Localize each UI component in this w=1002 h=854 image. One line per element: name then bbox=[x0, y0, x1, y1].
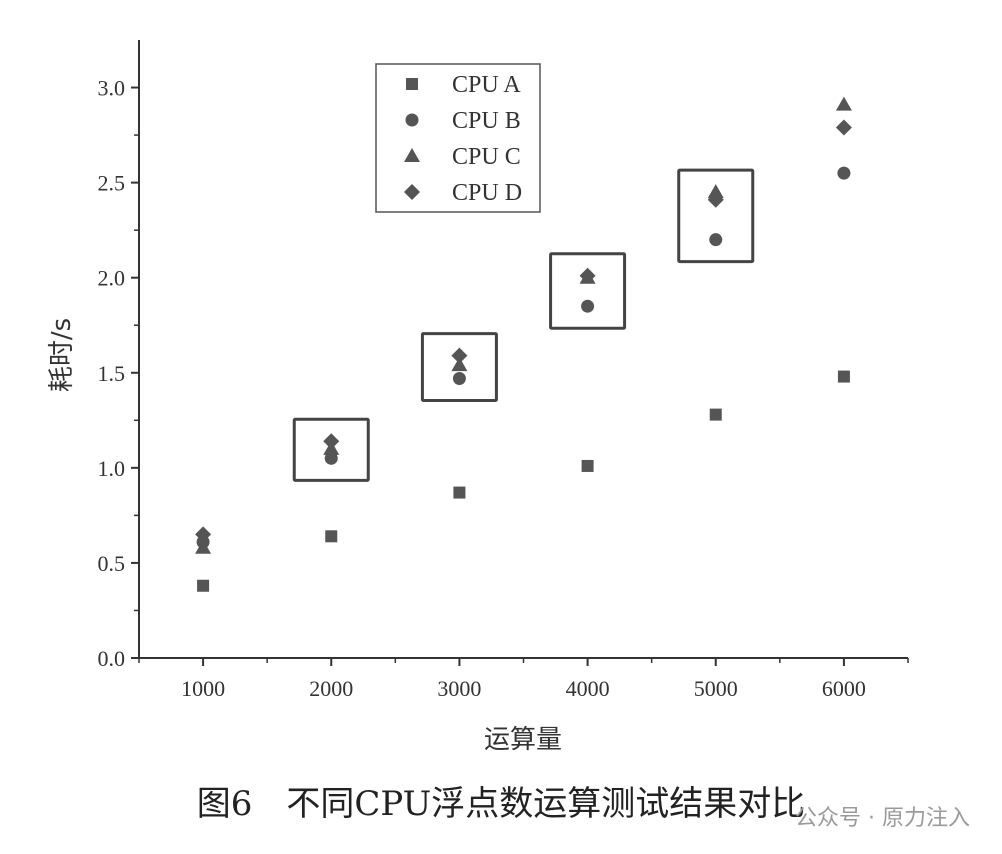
figure-caption: 图6 不同CPU浮点数运算测试结果对比 bbox=[196, 784, 806, 824]
legend-marker bbox=[405, 113, 419, 127]
legend-label: CPU A bbox=[452, 72, 521, 98]
data-point-cpu-a bbox=[453, 486, 466, 499]
legend-label: CPU C bbox=[452, 144, 521, 170]
legend-marker bbox=[406, 78, 418, 90]
y-tick-label: 2.5 bbox=[98, 171, 126, 196]
x-axis-title: 运算量 bbox=[484, 725, 562, 755]
y-tick-label: 0.0 bbox=[98, 646, 126, 671]
data-point-cpu-a bbox=[709, 408, 722, 421]
highlight-box bbox=[420, 332, 498, 402]
x-tick-label: 1000 bbox=[181, 676, 225, 701]
legend-marker bbox=[404, 148, 420, 162]
legend-marker bbox=[404, 184, 420, 200]
data-point-cpu-c bbox=[195, 539, 212, 554]
data-point-cpu-a bbox=[581, 459, 594, 472]
data-point-cpu-d bbox=[451, 347, 468, 364]
data-point-cpu-d bbox=[707, 191, 724, 208]
data-point-cpu-b bbox=[581, 299, 595, 313]
x-tick-label: 5000 bbox=[694, 676, 738, 701]
legend-box bbox=[375, 63, 541, 213]
data-point-cpu-a bbox=[325, 530, 338, 543]
highlight-box bbox=[677, 168, 755, 264]
watermark: 公众号 · 原力注入 bbox=[795, 806, 970, 831]
data-point-cpu-b bbox=[324, 451, 338, 465]
data-point-cpu-c bbox=[707, 184, 724, 199]
y-tick-label: 3.0 bbox=[98, 76, 126, 101]
y-tick-label: 0.5 bbox=[98, 551, 126, 576]
data-point-cpu-d bbox=[835, 119, 852, 136]
x-tick-label: 2000 bbox=[309, 676, 353, 701]
highlight-box bbox=[549, 252, 627, 330]
y-tick-label: 1.0 bbox=[98, 456, 126, 481]
legend-label: CPU D bbox=[452, 180, 522, 206]
y-tick-label: 1.5 bbox=[98, 361, 126, 386]
data-point-cpu-d bbox=[323, 433, 340, 450]
axes: 0.0 0.5 1.0 1.5 2.0 2.5 3.0 1000 2000 3000 4000 500… bbox=[98, 40, 909, 701]
data-points bbox=[195, 96, 852, 592]
x-tick-label: 4000 bbox=[566, 676, 610, 701]
data-point-cpu-a bbox=[197, 579, 210, 592]
data-point-cpu-a bbox=[837, 370, 850, 383]
y-tick-label: 2.0 bbox=[98, 266, 126, 291]
data-point-cpu-c bbox=[451, 357, 468, 372]
data-point-cpu-b bbox=[837, 166, 851, 180]
data-point-cpu-d bbox=[195, 526, 212, 543]
data-point-cpu-b bbox=[709, 233, 723, 247]
data-point-cpu-d bbox=[579, 267, 596, 284]
x-tick-label: 6000 bbox=[822, 676, 866, 701]
legend: CPU A CPU B CPU C CPU D bbox=[375, 63, 541, 213]
data-point-cpu-b bbox=[452, 371, 466, 385]
legend-label: CPU B bbox=[452, 108, 521, 134]
highlight-boxes bbox=[292, 168, 755, 482]
y-axis-title: 耗时/s bbox=[47, 318, 77, 392]
x-tick-label: 3000 bbox=[437, 676, 481, 701]
data-point-cpu-c bbox=[835, 96, 852, 111]
highlight-box bbox=[292, 417, 370, 482]
